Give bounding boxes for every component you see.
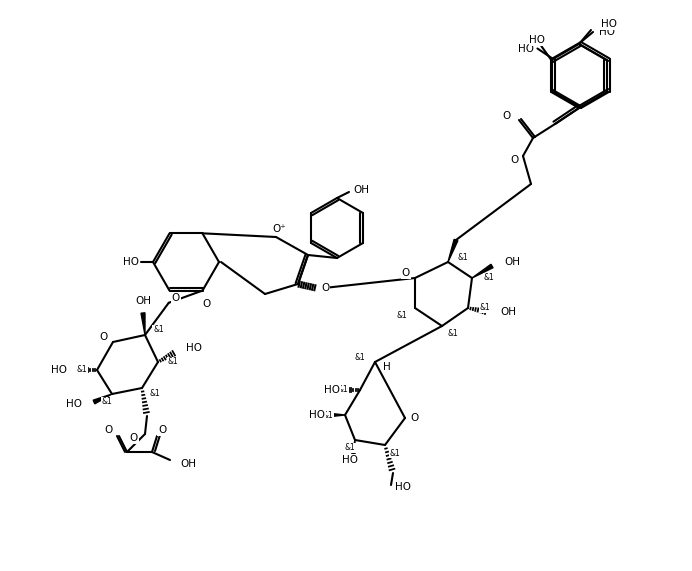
Text: O: O — [172, 293, 180, 303]
Text: O: O — [503, 111, 511, 121]
Polygon shape — [448, 239, 458, 262]
Text: O: O — [321, 283, 329, 293]
Text: &1: &1 — [150, 388, 161, 397]
Text: &1: &1 — [447, 329, 457, 339]
Polygon shape — [327, 413, 345, 417]
Text: &1: &1 — [168, 357, 179, 367]
Polygon shape — [351, 440, 355, 458]
Text: O: O — [402, 268, 410, 278]
Text: &1: &1 — [322, 411, 333, 420]
Text: OH: OH — [500, 307, 516, 317]
Text: HO: HO — [518, 43, 534, 54]
Text: OH: OH — [135, 296, 151, 306]
Text: HO: HO — [324, 385, 340, 395]
Text: O⁺: O⁺ — [272, 224, 286, 234]
Text: H: H — [383, 362, 391, 372]
Text: HO: HO — [395, 482, 411, 492]
Text: OH: OH — [504, 257, 520, 267]
Text: HO: HO — [601, 19, 617, 29]
Polygon shape — [93, 394, 112, 404]
Text: &1: &1 — [345, 444, 356, 452]
Text: OH: OH — [353, 185, 369, 195]
Text: &1: &1 — [102, 397, 112, 407]
Text: &1: &1 — [390, 448, 401, 457]
Text: &1: &1 — [480, 304, 491, 312]
Text: &1: &1 — [484, 274, 495, 283]
Text: HO: HO — [342, 455, 358, 465]
Text: HO: HO — [599, 27, 615, 37]
Text: OH: OH — [180, 459, 196, 469]
Text: &1: &1 — [458, 252, 468, 262]
Text: O: O — [158, 425, 166, 435]
Text: &1: &1 — [354, 352, 365, 361]
Text: &1: &1 — [76, 365, 87, 375]
Polygon shape — [141, 313, 145, 335]
Text: HO: HO — [186, 343, 202, 353]
Text: HO: HO — [309, 410, 325, 420]
Text: HO: HO — [66, 399, 82, 409]
Text: O: O — [100, 332, 108, 342]
Text: &1: &1 — [397, 312, 407, 320]
Text: O: O — [130, 433, 138, 443]
Text: O: O — [410, 413, 418, 423]
Text: &1: &1 — [153, 325, 164, 335]
Text: O: O — [104, 425, 113, 435]
Text: O: O — [203, 299, 211, 308]
Text: HO: HO — [123, 257, 139, 267]
Text: HO: HO — [529, 35, 545, 45]
Text: &1: &1 — [337, 385, 348, 395]
Polygon shape — [472, 264, 493, 278]
Text: HO: HO — [51, 365, 67, 375]
Text: O: O — [511, 155, 519, 165]
